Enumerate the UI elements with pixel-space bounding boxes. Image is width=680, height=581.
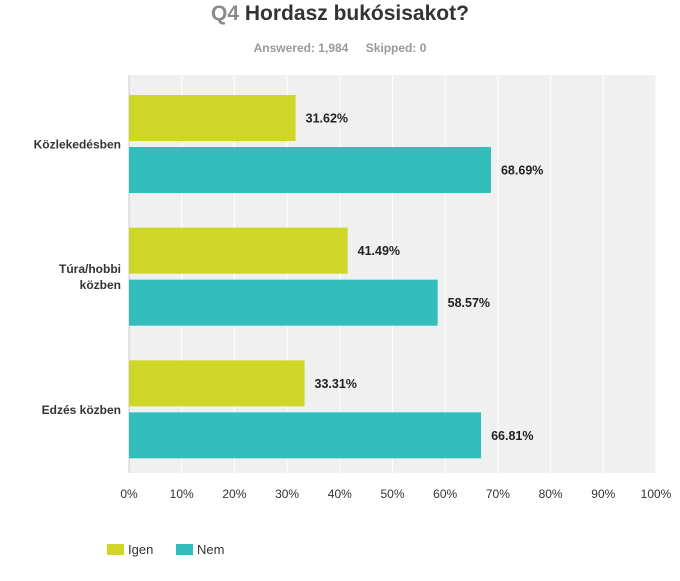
x-tick-label: 10% xyxy=(170,487,194,501)
legend-swatch-nem xyxy=(176,544,193,555)
x-tick-label: 60% xyxy=(433,487,457,501)
x-tick-label: 50% xyxy=(380,487,404,501)
legend-label-igen: Igen xyxy=(128,542,154,557)
legend-label-nem: Nem xyxy=(197,542,225,557)
x-tick-label: 100% xyxy=(641,487,672,501)
data-label: 58.57% xyxy=(448,296,490,310)
x-tick-label: 70% xyxy=(486,487,510,501)
data-label: 66.81% xyxy=(491,429,533,443)
data-label: 41.49% xyxy=(358,244,400,258)
answered-count: Answered: 1,984 xyxy=(253,41,349,55)
category-label: Edzés közben xyxy=(42,403,121,417)
x-tick-label: 40% xyxy=(328,487,352,501)
data-label: 33.31% xyxy=(315,377,357,391)
bar xyxy=(129,147,491,193)
bar xyxy=(129,95,296,141)
legend-swatch-igen xyxy=(107,544,124,555)
data-label: 31.62% xyxy=(306,112,348,126)
legend-item-igen: Igen xyxy=(107,542,153,557)
response-stats: Answered: 1,984 Skipped: 0 xyxy=(0,41,680,55)
x-tick-label: 0% xyxy=(120,487,138,501)
category-label: Túra/hobbi xyxy=(59,262,121,276)
bar xyxy=(129,279,438,326)
bar xyxy=(129,412,482,459)
legend-item-nem: Nem xyxy=(176,542,224,557)
data-label: 68.69% xyxy=(501,164,543,178)
x-tick-label: 30% xyxy=(275,487,299,501)
chart-title: Q4 Hordasz bukósisakot? xyxy=(0,2,680,26)
x-tick-label: 20% xyxy=(222,487,246,501)
question-number: Q4 xyxy=(211,2,240,25)
skipped-count: Skipped: 0 xyxy=(365,41,427,55)
category-label: Közlekedésben xyxy=(34,138,121,152)
bar xyxy=(129,227,348,274)
bar xyxy=(129,360,305,407)
x-tick-label: 80% xyxy=(539,487,563,501)
question-title: Hordasz bukósisakot? xyxy=(244,2,469,25)
category-label: közben xyxy=(80,278,121,292)
x-tick-label: 90% xyxy=(591,487,615,501)
